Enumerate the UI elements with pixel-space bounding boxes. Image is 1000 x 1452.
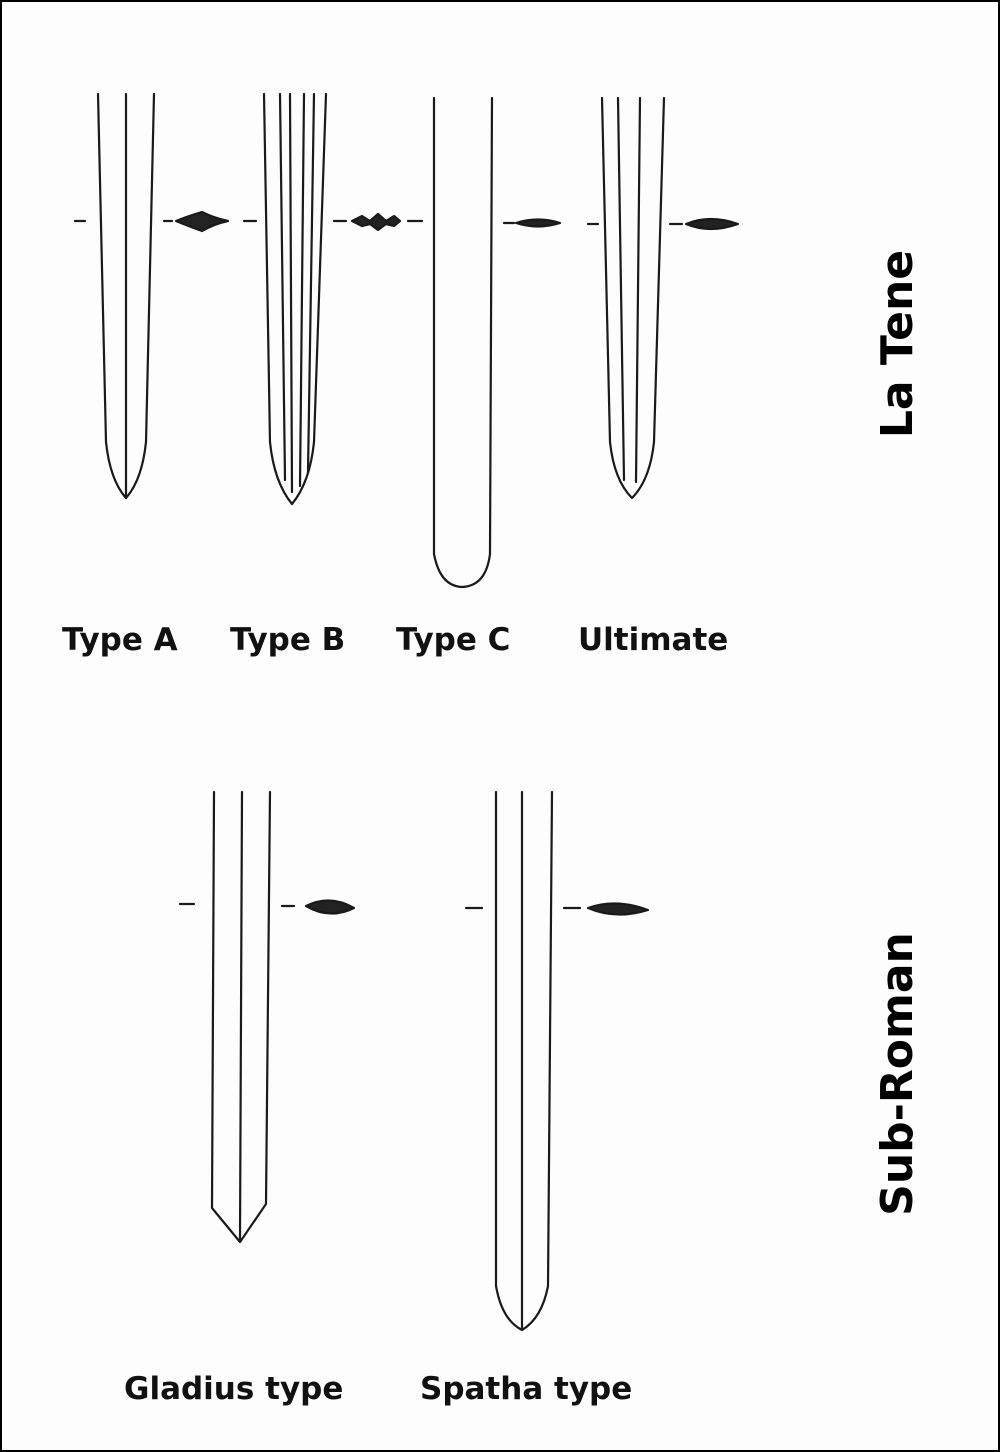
sub-roman-heading: Sub-Roman	[872, 932, 923, 1216]
type-c-cross-section	[502, 218, 562, 228]
gladius-blade-outline	[210, 790, 272, 1244]
ultimate-cross-section	[586, 217, 740, 231]
type-b-label: Type B	[230, 622, 346, 658]
gladius-type-label: Gladius type	[124, 1371, 344, 1407]
type-c-blade-outline	[432, 96, 494, 589]
ultimate-label: Ultimate	[578, 622, 729, 658]
type-b-blade-outline	[262, 92, 328, 506]
type-b-cross-section	[242, 212, 424, 232]
type-a-blade-outline	[96, 92, 156, 500]
type-c-label: Type C	[396, 622, 511, 658]
ultimate-blade-outline	[600, 96, 666, 500]
spatha-type-label: Spatha type	[420, 1371, 633, 1407]
la-tene-heading: La Tene	[872, 249, 923, 439]
gladius-cross-section	[178, 899, 356, 915]
spatha-cross-section	[464, 902, 650, 916]
type-a-label: Type A	[62, 622, 178, 658]
spatha-blade-outline	[494, 790, 554, 1332]
type-a-cross-section	[73, 210, 230, 233]
